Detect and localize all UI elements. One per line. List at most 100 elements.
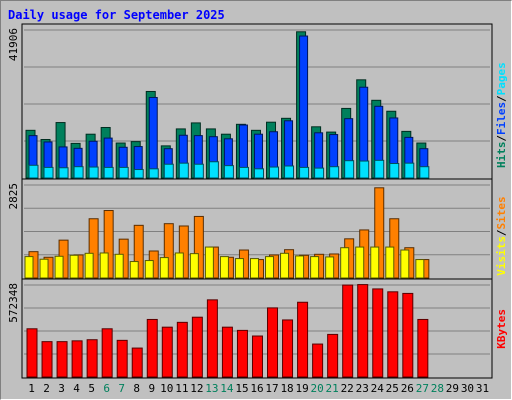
legend-separator: / <box>495 229 508 236</box>
bar-kbytes-day-22 <box>342 284 354 378</box>
bar-pages-day-2 <box>43 166 54 179</box>
bar-pages-day-3 <box>58 167 69 179</box>
bar-pages-day-1 <box>28 164 39 179</box>
bar-kbytes-day-5 <box>86 339 98 378</box>
bar-files-day-9 <box>148 96 158 179</box>
legend-pages: Pages <box>495 62 508 95</box>
x-tick-label: 24 <box>371 382 385 395</box>
bar-kbytes-day-14 <box>221 326 233 378</box>
legend-hits: Hits <box>495 142 508 169</box>
bar-pages-day-4 <box>73 166 84 179</box>
bar-kbytes-day-26 <box>402 292 414 378</box>
bar-kbytes-day-18 <box>282 319 294 378</box>
bar-visits-day-25 <box>385 246 395 279</box>
panel-top-ymax-label: 41906 <box>7 28 20 61</box>
x-tick-label: 30 <box>461 382 474 395</box>
bar-pages-day-7 <box>118 166 129 179</box>
bar-visits-day-19 <box>295 255 305 279</box>
x-tick-label: 21 <box>326 382 339 395</box>
x-tick-label: 20 <box>311 382 324 395</box>
bar-pages-day-17 <box>269 166 280 179</box>
bar-kbytes-day-11 <box>176 321 188 378</box>
bar-visits-day-20 <box>310 256 320 279</box>
x-tick-label: 13 <box>205 382 218 395</box>
bar-kbytes-day-8 <box>131 347 143 378</box>
bar-kbytes-day-27 <box>417 318 429 378</box>
bar-visits-day-12 <box>189 253 199 279</box>
bar-visits-day-8 <box>129 261 139 279</box>
bar-visits-day-14 <box>219 256 229 279</box>
bar-kbytes-day-20 <box>312 343 324 378</box>
x-tick-label: 1 <box>28 382 35 395</box>
x-tick-label: 4 <box>73 382 80 395</box>
bar-kbytes-day-16 <box>251 335 263 378</box>
legend-sites: Sites <box>495 196 508 229</box>
bar-visits-day-1 <box>24 256 34 279</box>
bar-visits-day-17 <box>265 256 275 279</box>
x-tick-label: 23 <box>356 382 369 395</box>
bar-kbytes-day-24 <box>372 288 384 378</box>
bar-visits-day-16 <box>249 258 259 279</box>
bar-visits-day-10 <box>159 257 169 279</box>
bar-visits-day-4 <box>69 254 79 279</box>
bar-kbytes-day-6 <box>101 328 113 378</box>
x-tick-label: 18 <box>280 382 293 395</box>
x-tick-label: 6 <box>103 382 110 395</box>
bar-kbytes-day-25 <box>387 291 399 378</box>
bar-pages-day-13 <box>208 161 219 179</box>
legend-separator: / <box>495 95 508 102</box>
x-tick-label: 14 <box>220 382 234 395</box>
bar-visits-day-13 <box>204 246 214 279</box>
legend-kbytes: KBytes <box>495 309 508 349</box>
bar-visits-day-23 <box>355 246 365 279</box>
x-tick-label: 29 <box>446 382 459 395</box>
panel-bottom-ymax-label: 572348 <box>7 283 20 323</box>
bar-pages-day-22 <box>344 160 355 179</box>
bar-visits-day-27 <box>415 259 425 279</box>
bar-pages-day-10 <box>163 163 174 179</box>
bar-pages-day-21 <box>329 166 340 179</box>
bar-visits-day-26 <box>400 249 410 279</box>
x-tick-label: 2 <box>43 382 50 395</box>
bar-pages-day-5 <box>88 166 99 179</box>
x-tick-label: 7 <box>118 382 125 395</box>
x-tick-label: 8 <box>133 382 140 395</box>
bar-kbytes-day-12 <box>191 316 203 378</box>
bar-visits-day-6 <box>99 252 109 279</box>
bar-pages-day-26 <box>404 162 415 179</box>
x-tick-label: 22 <box>341 382 354 395</box>
bar-pages-day-11 <box>178 162 189 179</box>
legend-files: Files <box>495 102 508 135</box>
bar-visits-day-21 <box>325 256 335 279</box>
bar-kbytes-day-23 <box>357 284 369 378</box>
bar-kbytes-day-21 <box>327 333 339 378</box>
bar-visits-day-3 <box>54 255 64 279</box>
chart-title: Daily usage for September 2025 <box>8 8 225 22</box>
bar-kbytes-day-3 <box>56 341 68 378</box>
bar-pages-day-23 <box>359 160 370 179</box>
x-tick-label: 3 <box>58 382 65 395</box>
bar-kbytes-day-9 <box>146 318 158 378</box>
bar-visits-day-2 <box>39 258 49 279</box>
bar-kbytes-day-7 <box>116 339 128 378</box>
x-tick-label: 5 <box>88 382 95 395</box>
bar-kbytes-day-10 <box>161 326 173 378</box>
bar-visits-day-7 <box>114 253 124 279</box>
x-tick-label: 17 <box>265 382 278 395</box>
bar-pages-day-8 <box>133 169 144 179</box>
x-tick-label: 19 <box>295 382 308 395</box>
x-tick-label: 12 <box>190 382 203 395</box>
bar-kbytes-day-19 <box>297 301 309 378</box>
bar-pages-day-25 <box>389 163 400 179</box>
bar-kbytes-day-15 <box>236 329 248 378</box>
bar-visits-day-22 <box>340 247 350 279</box>
bar-kbytes-day-13 <box>206 299 218 378</box>
bar-visits-day-9 <box>144 260 154 279</box>
bar-pages-day-14 <box>223 165 234 179</box>
bar-kbytes-day-1 <box>26 328 38 378</box>
bar-visits-day-24 <box>370 246 380 279</box>
x-tick-label: 25 <box>386 382 399 395</box>
bar-visits-day-11 <box>174 252 184 279</box>
x-tick-label: 11 <box>175 382 188 395</box>
x-tick-label: 27 <box>416 382 429 395</box>
